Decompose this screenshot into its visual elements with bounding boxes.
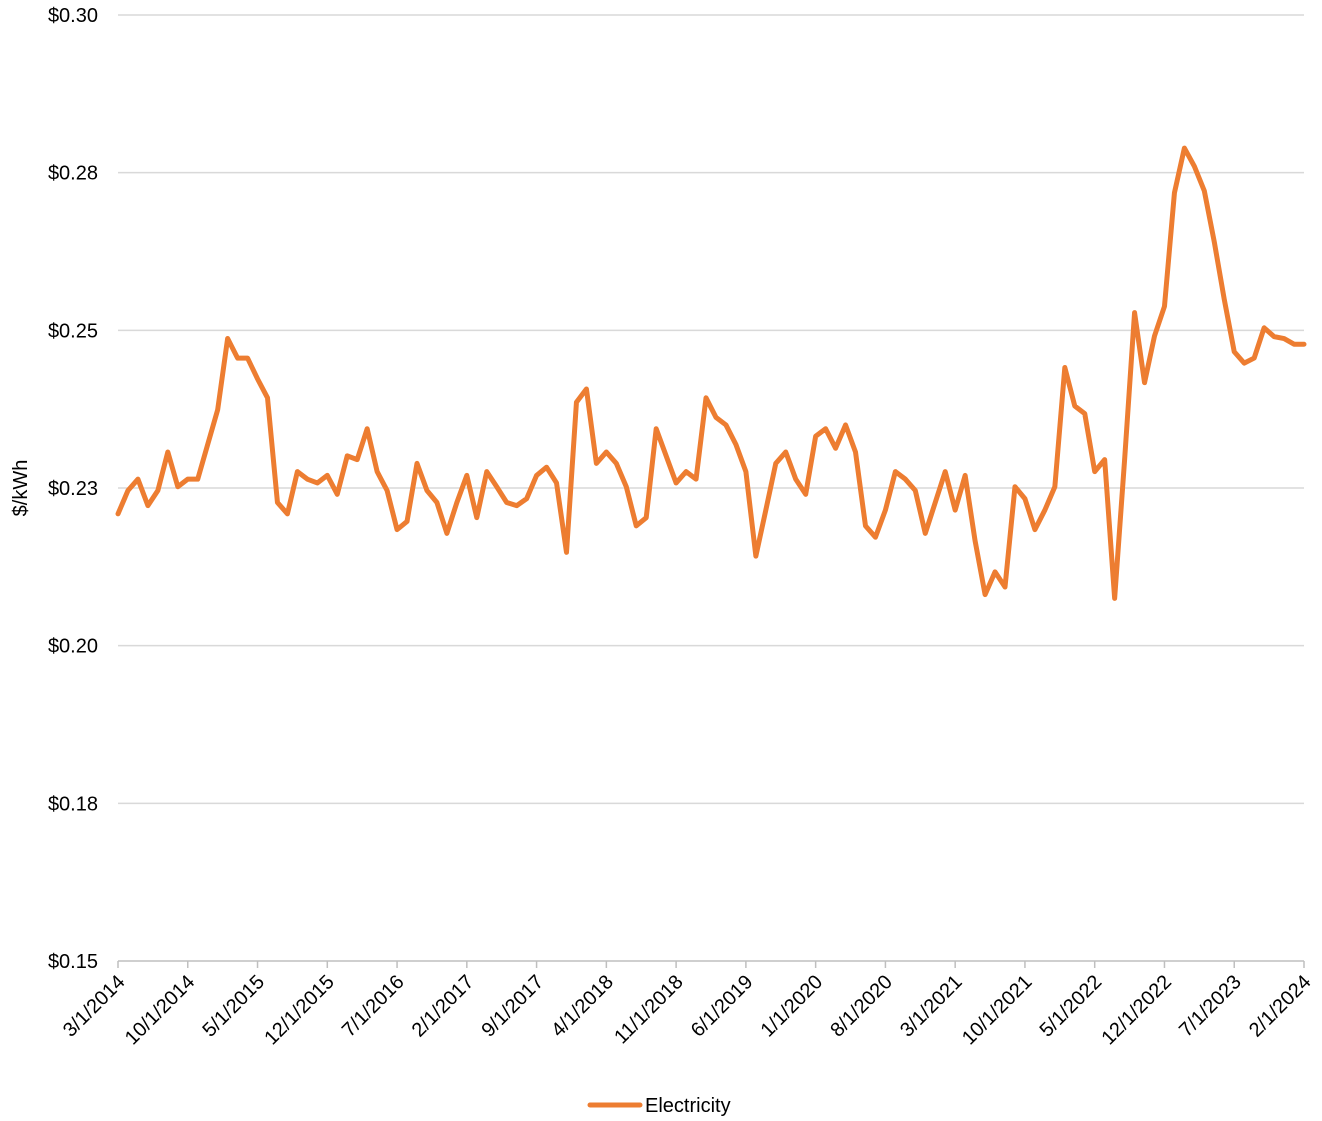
gridlines bbox=[118, 14, 1304, 805]
series-line-electricity bbox=[115, 145, 1307, 601]
y-axis-title: $/kWh bbox=[10, 460, 32, 517]
x-tick-label: 4/1/2018 bbox=[547, 971, 618, 1042]
x-tick-label: 7/1/2016 bbox=[338, 971, 409, 1042]
y-tick-label: $0.30 bbox=[48, 5, 98, 27]
x-tick-label: 8/1/2020 bbox=[826, 971, 897, 1042]
x-tick-label: 5/1/2022 bbox=[1036, 971, 1107, 1042]
y-tick-label: $0.23 bbox=[48, 478, 98, 500]
x-tick-label: 11/1/2018 bbox=[610, 971, 687, 1048]
x-axis-ticks bbox=[117, 961, 1305, 968]
y-tick-label: $0.15 bbox=[48, 951, 98, 973]
y-tick-label: $0.20 bbox=[48, 636, 98, 658]
x-tick-label: 2/1/2017 bbox=[408, 971, 479, 1042]
x-tick-label: 7/1/2023 bbox=[1175, 971, 1246, 1042]
x-tick-label: 9/1/2017 bbox=[478, 971, 549, 1042]
x-tick-label: 10/1/2021 bbox=[958, 971, 1036, 1049]
x-tick-label: 6/1/2019 bbox=[687, 971, 758, 1042]
x-tick-label: 3/1/2021 bbox=[896, 971, 967, 1042]
x-tick-label: 10/1/2014 bbox=[121, 971, 199, 1049]
x-tick-label: 3/1/2014 bbox=[59, 971, 130, 1042]
x-tick-label: 1/1/2020 bbox=[757, 971, 828, 1042]
x-tick-label: 12/1/2022 bbox=[1098, 971, 1176, 1049]
y-tick-label: $0.25 bbox=[48, 320, 98, 342]
y-tick-label: $0.28 bbox=[48, 163, 98, 185]
y-axis-tick-labels: $0.15 $0.18 $0.20 $0.23 $0.25 $0.28 $0.30 bbox=[48, 5, 98, 973]
x-tick-label: 5/1/2015 bbox=[198, 971, 269, 1042]
legend-label-electricity: Electricity bbox=[645, 1095, 731, 1117]
x-tick-label: 2/1/2024 bbox=[1245, 971, 1316, 1042]
x-tick-label: 12/1/2015 bbox=[260, 971, 338, 1049]
y-tick-label: $0.18 bbox=[48, 793, 98, 815]
legend: Electricity bbox=[587, 1095, 731, 1117]
